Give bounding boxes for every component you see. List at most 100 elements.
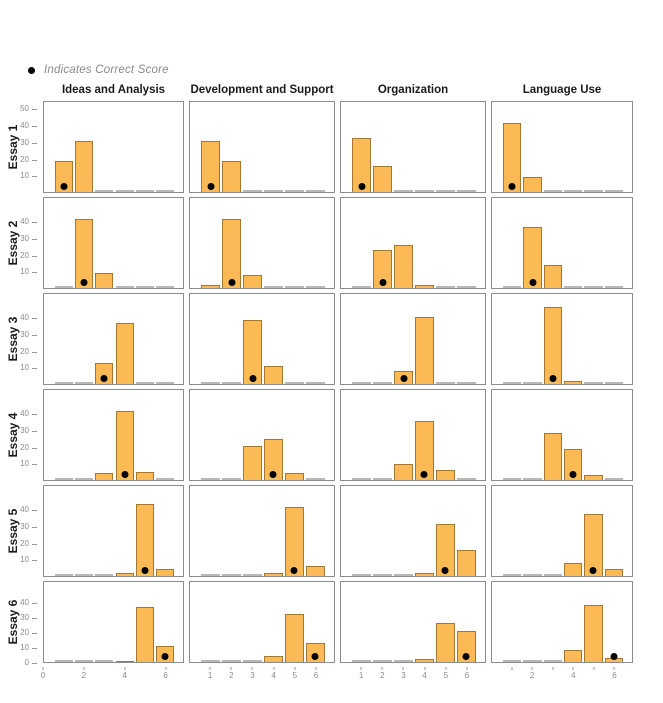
x-tick-mark (572, 667, 574, 670)
bar (115, 411, 134, 480)
x-tick-mark (593, 667, 595, 670)
zero-bar (456, 382, 476, 384)
chart-panel (491, 197, 633, 289)
chart-panel (340, 389, 486, 481)
x-tick-mark (273, 667, 275, 670)
x-tick-label: 3 (250, 671, 255, 680)
bar (264, 656, 283, 662)
bar (415, 316, 434, 384)
correct-score-dot (228, 279, 236, 286)
x-tick-mark (315, 667, 317, 670)
zero-bar (305, 190, 325, 192)
y-tick-label: 40 (20, 410, 37, 418)
zero-bar (564, 190, 583, 192)
bar (564, 650, 583, 662)
x-tick-label: 6 (464, 671, 470, 680)
row-label: Essay 6 (6, 599, 20, 645)
zero-bar (155, 478, 174, 480)
x-tick-label: 2 (81, 671, 87, 680)
y-tick-label: 10 (20, 364, 37, 372)
row-gutter: Essay 4 10 20 30 40 (0, 389, 38, 481)
zero-bar (155, 286, 174, 288)
zero-bar (75, 660, 94, 662)
correct-score-dot (269, 471, 277, 478)
chart-panel (43, 101, 184, 193)
y-tick-label: 40 (20, 314, 37, 322)
legend: Indicates Correct Score (28, 64, 169, 76)
correct-score-dot (80, 279, 88, 286)
bar (243, 320, 262, 384)
zero-bar (305, 382, 325, 384)
y-tick-label: 30 (20, 614, 37, 622)
correct-score-dot (589, 567, 597, 574)
zero-bar (55, 382, 74, 384)
x-tick-mark (294, 667, 296, 670)
bar (435, 470, 455, 480)
chart-panel (340, 197, 486, 289)
zero-bar (115, 286, 134, 288)
bar (305, 566, 325, 576)
chart-panel (491, 389, 633, 481)
zero-bar (373, 660, 393, 662)
correct-score-dot (549, 375, 557, 382)
column-title-2: Development and Support (190, 84, 334, 96)
zero-bar (503, 478, 522, 480)
zero-bar (284, 286, 304, 288)
correct-score-dot (121, 471, 129, 478)
zero-bar (352, 660, 372, 662)
zero-bar (75, 478, 94, 480)
zero-bar (55, 660, 74, 662)
zero-bar (503, 574, 522, 576)
bar (352, 138, 372, 192)
x-tick-label: 4 (122, 671, 127, 680)
y-tick-label: 30 (20, 138, 37, 147)
bar (284, 507, 304, 576)
bar (564, 448, 583, 480)
bar (135, 471, 154, 480)
bar (604, 569, 623, 576)
zero-bar (55, 286, 74, 288)
zero-bar (394, 660, 413, 662)
zero-bar (155, 190, 174, 192)
x-axis: 1 2 3 4 5 6 (340, 667, 486, 683)
zero-bar (284, 382, 304, 384)
bar (415, 659, 434, 662)
zero-bar (373, 382, 393, 384)
correct-score-dot (100, 375, 108, 382)
zero-bar (135, 190, 154, 192)
zero-bar (584, 190, 603, 192)
correct-score-dot-icon (28, 66, 35, 74)
x-tick-label: 3 (401, 671, 406, 680)
zero-bar (75, 574, 94, 576)
chart-panel (340, 485, 486, 577)
row-label: Essay 2 (6, 220, 20, 266)
chart-panel (43, 293, 184, 385)
zero-bar (503, 286, 522, 288)
correct-score-dot (610, 653, 618, 660)
bar (415, 421, 434, 480)
y-tick-label: 40 (20, 218, 37, 226)
x-tick-label: 4 (422, 671, 427, 680)
correct-score-dot (290, 567, 298, 574)
grid-corner (0, 84, 38, 97)
zero-bar (394, 190, 413, 192)
row-gutter: Essay 2 10 20 30 40 (0, 197, 38, 289)
y-tick-label: 10 (20, 644, 37, 652)
y-tick-label: 10 (20, 556, 37, 564)
x-tick-mark (381, 667, 383, 670)
bar (55, 160, 74, 192)
legend-label: Indicates Correct Score (44, 64, 169, 76)
zero-bar (201, 660, 221, 662)
bar (523, 227, 542, 288)
y-tick-label: 40 (20, 599, 37, 607)
chart-panel (43, 197, 184, 289)
chart-panel (491, 485, 633, 577)
zero-bar (604, 190, 623, 192)
x-tick-label: 1 (358, 671, 364, 680)
bar (95, 362, 114, 384)
correct-score-dot (569, 471, 577, 478)
zero-bar (373, 478, 393, 480)
x-tick-mark (83, 667, 85, 670)
chart-panel (491, 101, 633, 193)
